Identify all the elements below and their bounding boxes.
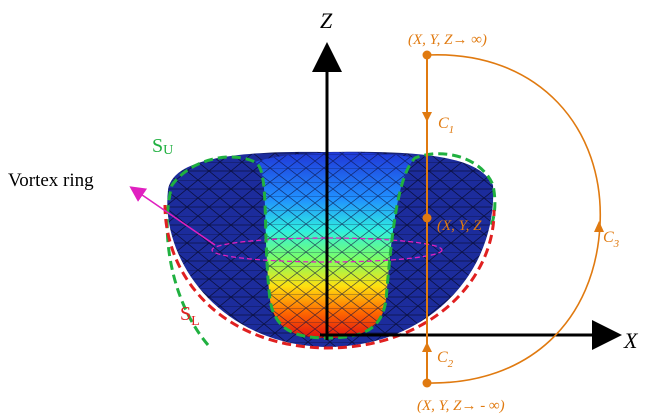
c3-main: C: [603, 229, 614, 246]
upper-surface-label: SU: [152, 135, 173, 158]
annotation-arrow: [129, 186, 216, 246]
arrow-c2: [422, 342, 432, 352]
point-middle: [422, 213, 432, 223]
arrow-c1: [422, 112, 432, 122]
point-top-label: (X, Y, Z→ ∞): [408, 32, 487, 48]
annotation: Vortex ring: [8, 170, 94, 191]
funnel-mesh: [255, 152, 415, 338]
c3-label: C3: [603, 229, 620, 250]
point-middle-label: (X, Y, Z: [437, 218, 482, 234]
sl-sub: L: [191, 314, 200, 329]
su-sub: U: [163, 143, 173, 158]
upper-boundary: [165, 152, 497, 346]
su-main: S: [152, 135, 163, 157]
c2-main: C: [437, 349, 448, 366]
c2-label: C2: [437, 349, 454, 370]
c2-sub: 2: [448, 358, 454, 370]
x-label: X: [623, 328, 639, 353]
arrow-c3: [594, 221, 604, 232]
lower-boundary: [163, 204, 496, 350]
c1-label: C1: [438, 115, 454, 136]
sl-main: S: [180, 303, 191, 325]
lower-surface-label: SL: [180, 303, 200, 329]
point-top: [422, 50, 432, 60]
z-label: Z: [320, 8, 333, 33]
point-bottom: [422, 378, 432, 388]
c1-sub: 1: [449, 124, 455, 136]
point-bottom-label: (X, Y, Z→ - ∞): [417, 398, 505, 414]
c3-sub: 3: [613, 238, 620, 250]
c1-main: C: [438, 115, 449, 132]
